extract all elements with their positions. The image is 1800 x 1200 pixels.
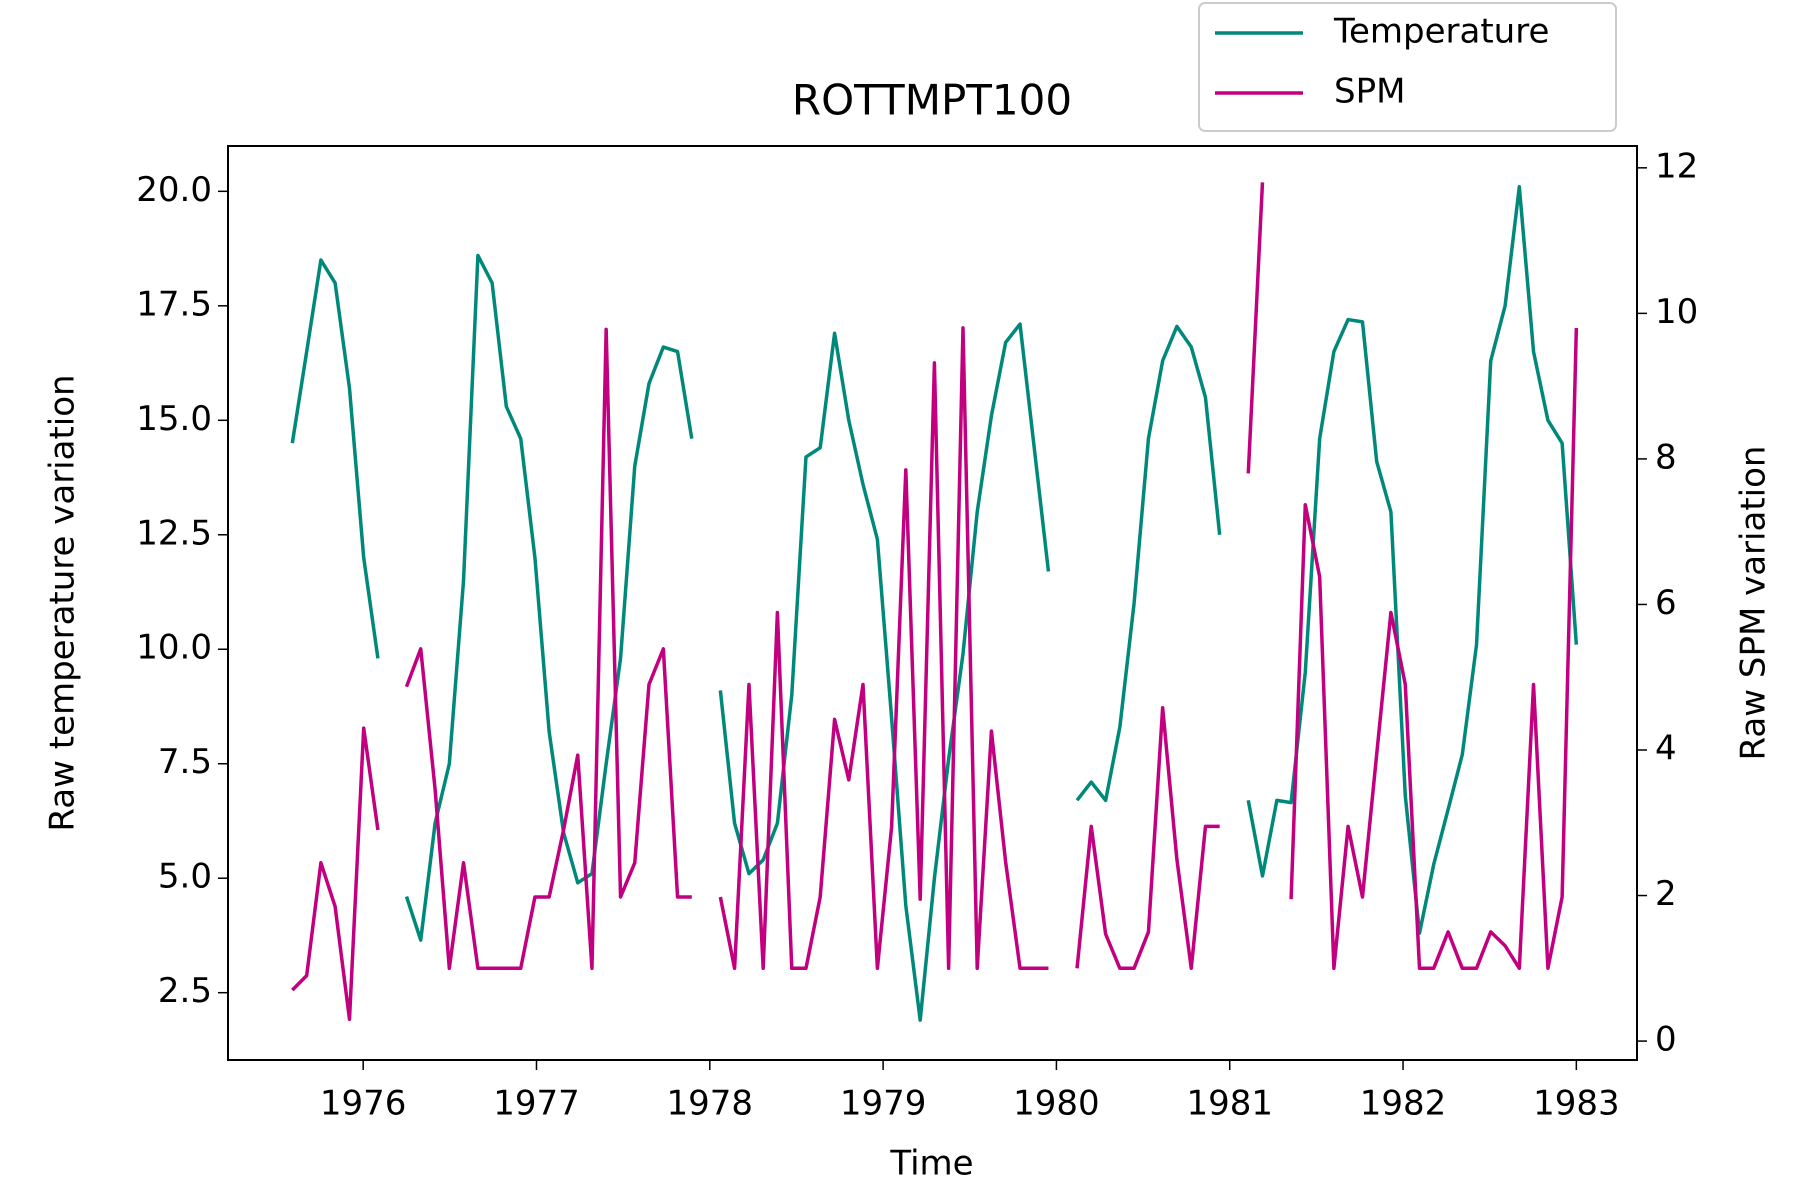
y2-tick-label: 12 xyxy=(1655,146,1698,186)
x-tick-label: 1983 xyxy=(1533,1084,1620,1124)
series-line xyxy=(290,185,1579,1022)
y2-tick-label: 6 xyxy=(1655,583,1677,623)
y-tick-label: 2.5 xyxy=(158,971,212,1011)
plot-frame xyxy=(227,145,1638,1061)
y2-axis-label: Raw SPM variation xyxy=(1734,446,1774,761)
y2-tick-label: 0 xyxy=(1655,1020,1677,1060)
x-tick-label: 1980 xyxy=(1013,1084,1100,1124)
y-tick-label: 15.0 xyxy=(136,399,212,439)
series-line xyxy=(291,182,1579,1021)
y-tick-label: 10.0 xyxy=(136,628,212,668)
y-tick-label: 12.5 xyxy=(136,513,212,553)
y-tick-label: 20.0 xyxy=(136,170,212,210)
y2-tick-label: 10 xyxy=(1655,292,1698,332)
y2-tick-label: 4 xyxy=(1655,728,1677,768)
y-tick-label: 5.0 xyxy=(158,857,212,897)
x-tick-label: 1982 xyxy=(1360,1084,1447,1124)
legend-label: Temperature xyxy=(1333,12,1549,52)
x-tick-label: 1977 xyxy=(493,1084,580,1124)
x-tick-label: 1979 xyxy=(840,1084,927,1124)
legend-box xyxy=(1198,2,1617,132)
x-tick-label: 1981 xyxy=(1186,1084,1273,1124)
chart-title: ROTTMPT100 xyxy=(792,76,1072,125)
y2-tick-label: 8 xyxy=(1655,437,1677,477)
y-axis-label: Raw temperature variation xyxy=(43,374,83,831)
legend-label: SPM xyxy=(1334,72,1405,112)
x-tick-label: 1976 xyxy=(320,1084,407,1124)
x-tick-label: 1978 xyxy=(667,1084,754,1124)
x-axis-label: Time xyxy=(889,1144,973,1184)
y2-tick-label: 2 xyxy=(1655,874,1677,914)
y-tick-label: 7.5 xyxy=(158,742,212,782)
y-tick-label: 17.5 xyxy=(136,284,212,324)
